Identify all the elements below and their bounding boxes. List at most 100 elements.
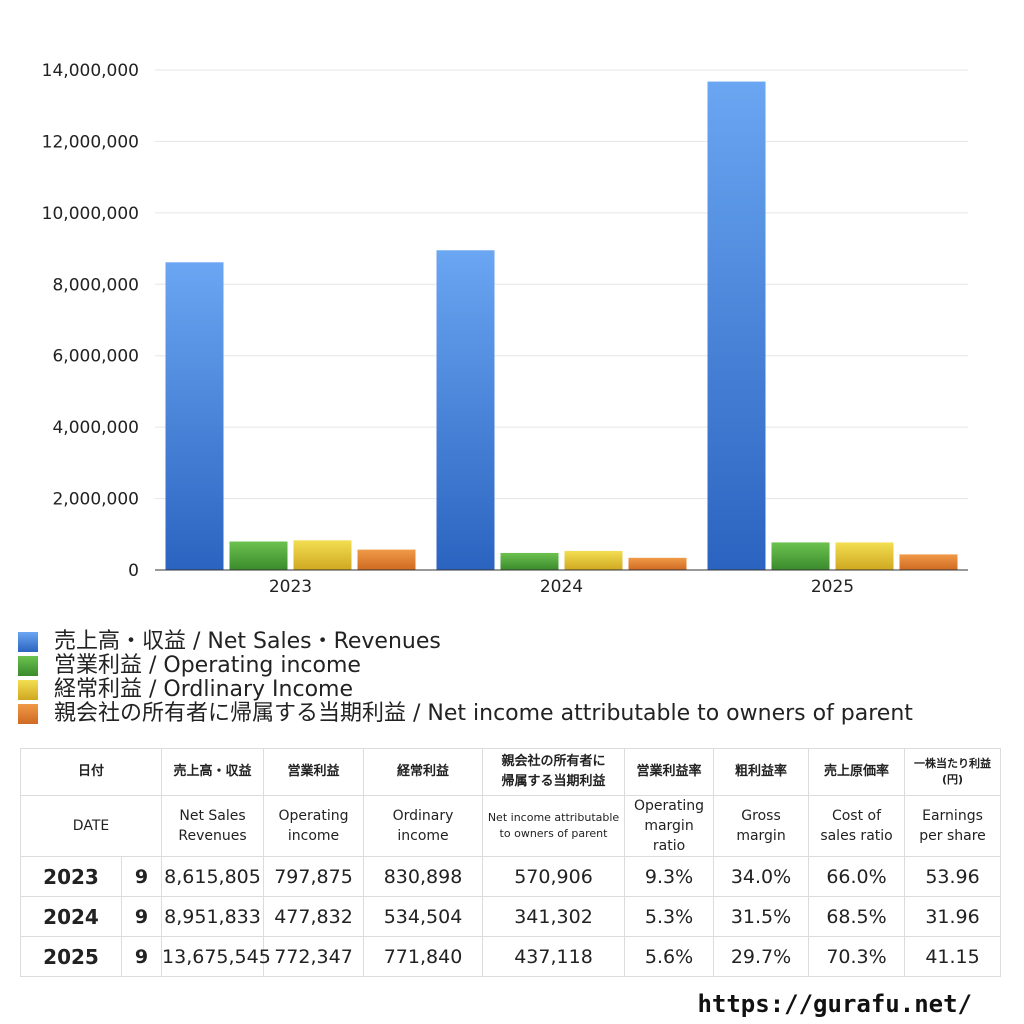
cell-eps: 41.15 — [904, 936, 1002, 977]
bar-2024-series-2 — [564, 550, 623, 570]
th-op-en-line1: Operating — [278, 808, 349, 824]
y-tick-label: 10,000,000 — [42, 204, 139, 224]
y-tick-label: 14,000,000 — [42, 61, 139, 81]
table-row: 2025 9 13,675,545 772,347 771,840 437,11… — [20, 936, 1002, 977]
cell-gm: 29.7% — [713, 936, 810, 977]
legend-item-net-income: 親会社の所有者に帰属する当期利益 / Net income attributab… — [18, 702, 913, 726]
bar-2023-series-2 — [293, 540, 352, 570]
th-ord-en-line1: Ordinary — [392, 808, 454, 824]
x-axis-ticks: 2023 2024 2025 — [269, 577, 854, 597]
financial-table: 日付 売上高・収益 営業利益 経常利益 親会社の所有者に 帰属する当期利益 営業利… — [19, 748, 1002, 977]
th-eps-en-line2: per share — [919, 828, 986, 844]
th-net-en-line2: to owners of parent — [499, 827, 608, 840]
table-row: 2023 9 8,615,805 797,875 830,898 570,906… — [20, 856, 1002, 897]
legend-item-operating-income: 営業利益 / Operating income — [18, 654, 913, 678]
th-eps-en: Earnings per share — [904, 795, 1002, 857]
th-gm-en-line2: margin — [736, 828, 786, 844]
bar-2023-series-3 — [357, 549, 416, 570]
bar-2025-series-2 — [835, 542, 894, 570]
th-opm-en: Operating margin ratio — [624, 795, 715, 857]
th-eps-jp-line1: 一株当たり利益 — [914, 757, 992, 770]
legend-label-operating-income: 営業利益 / Operating income — [54, 653, 361, 678]
cell-sales: 8,615,805 — [161, 856, 265, 897]
bar-2023-series-1 — [229, 541, 288, 570]
y-tick-label: 0 — [128, 561, 139, 581]
cell-op: 772,347 — [263, 936, 365, 977]
bar-2024-series-3 — [628, 557, 687, 570]
bar-2024-series-0 — [436, 250, 495, 570]
th-ord-en: Ordinary income — [363, 795, 484, 857]
legend-label-net-income: 親会社の所有者に帰属する当期利益 / Net income attributab… — [54, 701, 913, 726]
th-opm-en-line1: Operating — [634, 798, 705, 814]
cell-ord: 771,840 — [363, 936, 484, 977]
cell-opm: 5.6% — [624, 936, 715, 977]
cell-opm: 9.3% — [624, 856, 715, 897]
cell-opm: 5.3% — [624, 896, 715, 937]
th-gm-en: Gross margin — [713, 795, 810, 857]
th-ord-jp: 経常利益 — [363, 748, 484, 796]
x-tick-label: 2024 — [540, 577, 583, 597]
bar-2025-series-3 — [899, 554, 958, 570]
legend-swatch-operating-income — [18, 656, 38, 676]
cell-net: 570,906 — [482, 856, 626, 897]
cell-sales: 13,675,545 — [161, 936, 271, 977]
cell-op: 477,832 — [263, 896, 365, 937]
y-tick-label: 6,000,000 — [52, 347, 139, 367]
th-eps-jp-line2: (円) — [941, 773, 964, 786]
th-cos-en-line1: Cost of — [831, 808, 882, 824]
cell-ord: 534,504 — [363, 896, 484, 937]
legend-swatch-net-income — [18, 704, 38, 724]
th-ord-en-line2: income — [397, 828, 449, 844]
th-op-en: Operating income — [263, 795, 365, 857]
legend-item-net-sales: 売上高・収益 / Net Sales・Revenues — [18, 630, 913, 654]
legend: 売上高・収益 / Net Sales・Revenues 営業利益 / Opera… — [18, 630, 913, 726]
cell-month: 9 — [120, 896, 163, 937]
table-row: 2024 9 8,951,833 477,832 534,504 341,302… — [20, 896, 1002, 937]
th-net-jp-line1: 親会社の所有者に — [501, 754, 606, 769]
bar-2024-series-1 — [500, 552, 559, 570]
cell-ord: 830,898 — [363, 856, 484, 897]
legend-label-net-sales: 売上高・収益 / Net Sales・Revenues — [54, 629, 441, 654]
cell-cos: 70.3% — [808, 936, 906, 977]
cell-month: 9 — [120, 856, 163, 897]
th-net-en: Net income attributable to owners of pare… — [482, 795, 626, 857]
x-tick-label: 2025 — [811, 577, 854, 597]
th-date-en: DATE — [19, 795, 163, 857]
legend-item-ordinary-income: 経常利益 / Ordlinary Income — [18, 678, 913, 702]
th-cos-en: Cost of sales ratio — [808, 795, 906, 857]
cell-cos: 66.0% — [808, 856, 906, 897]
cell-year: 2023 — [20, 856, 122, 897]
table-header-en: DATE Net Sales Revenues Operating income O… — [19, 795, 1002, 857]
cell-net: 437,118 — [482, 936, 626, 977]
bars — [165, 81, 958, 570]
bar-2025-series-0 — [707, 81, 766, 570]
th-net-jp: 親会社の所有者に 帰属する当期利益 — [482, 748, 626, 796]
x-tick-label: 2023 — [269, 577, 312, 597]
table-header-jp: 日付 売上高・収益 営業利益 経常利益 親会社の所有者に 帰属する当期利益 営業利… — [19, 748, 1002, 796]
y-tick-label: 2,000,000 — [52, 490, 139, 510]
th-opm-en-line3: ratio — [652, 838, 686, 854]
cell-month: 9 — [120, 936, 163, 977]
cell-year: 2024 — [20, 896, 122, 937]
th-eps-jp: 一株当たり利益 (円) — [904, 748, 1002, 796]
gridlines — [155, 69, 968, 500]
cell-year: 2025 — [20, 936, 122, 977]
th-gm-en-line1: Gross — [741, 808, 781, 824]
legend-swatch-net-sales — [18, 632, 38, 652]
cell-op: 797,875 — [263, 856, 365, 897]
th-sales-en: Net Sales Revenues — [161, 795, 265, 857]
th-sales-en-line1: Net Sales — [179, 808, 246, 824]
cell-eps: 31.96 — [904, 896, 1002, 937]
cell-net: 341,302 — [482, 896, 626, 937]
th-op-en-line2: income — [287, 828, 340, 844]
legend-label-ordinary-income: 経常利益 / Ordlinary Income — [54, 677, 353, 702]
cell-sales: 8,951,833 — [161, 896, 265, 937]
th-op-jp: 営業利益 — [263, 748, 365, 796]
th-net-en-line1: Net income attributable — [487, 811, 620, 824]
th-eps-en-line1: Earnings — [922, 808, 983, 824]
cell-gm: 34.0% — [713, 856, 810, 897]
th-sales-en-line2: Revenues — [178, 828, 247, 844]
th-net-jp-line2: 帰属する当期利益 — [501, 774, 606, 789]
cell-eps: 53.96 — [904, 856, 1002, 897]
site-url: https://gurafu.net/ — [697, 990, 972, 1018]
